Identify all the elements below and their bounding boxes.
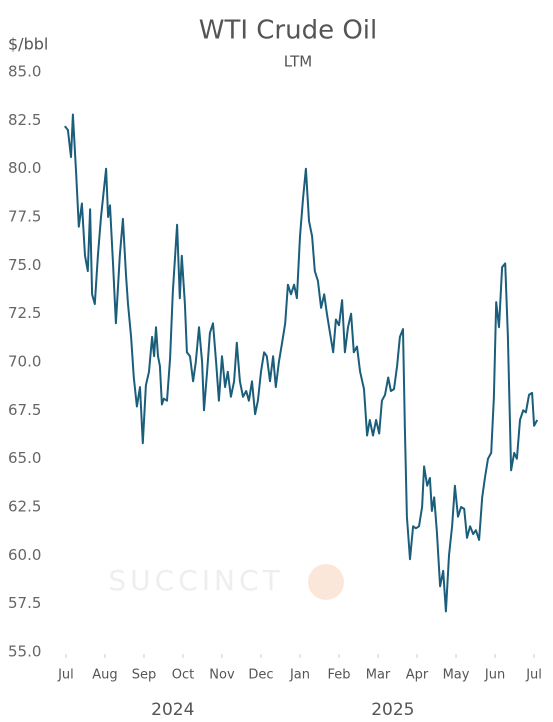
y-tick-label: 55.0 (8, 643, 41, 661)
price-line (64, 113, 539, 613)
x-tick-label: Nov (209, 668, 235, 683)
x-group-label: 2025 (371, 700, 414, 720)
x-tick-label: Aug (92, 668, 117, 683)
x-tick-label: Mar (366, 668, 391, 683)
y-tick-label: 65.0 (8, 449, 41, 467)
y-tick-label: 75.0 (8, 256, 41, 274)
y-tick-label: 60.0 (8, 546, 41, 564)
y-axis-label: $/bbl (8, 35, 48, 54)
x-tick-label: Feb (327, 668, 350, 683)
x-tick-label: Dec (248, 668, 273, 683)
x-tick-label: Oct (172, 668, 194, 683)
y-tick-label: 85.0 (8, 63, 41, 81)
y-tick-label: 77.5 (8, 208, 41, 226)
x-tick-label: Jul (525, 668, 542, 683)
y-tick-label: 82.5 (8, 111, 41, 129)
y-tick-label: 67.5 (8, 401, 41, 419)
x-tick-label: Jan (289, 668, 310, 683)
y-tick-label: 80.0 (8, 159, 41, 177)
x-tick-label: Apr (406, 668, 429, 683)
chart-title: WTI Crude Oil (199, 16, 378, 46)
y-tick-label: 57.5 (8, 594, 41, 612)
y-tick-label: 70.0 (8, 353, 41, 371)
watermark-logo (308, 564, 344, 600)
chart-subtitle: LTM (284, 53, 312, 71)
x-tick-label: May (443, 668, 470, 683)
x-tick-label: Sep (132, 668, 157, 683)
x-group-label: 2024 (151, 700, 194, 720)
y-tick-label: 72.5 (8, 304, 41, 322)
watermark: SUCCINCT (108, 564, 283, 597)
y-tick-label: 62.5 (8, 498, 41, 516)
x-tick-label: Jun (484, 668, 505, 683)
x-tick-label: Jul (57, 668, 74, 683)
